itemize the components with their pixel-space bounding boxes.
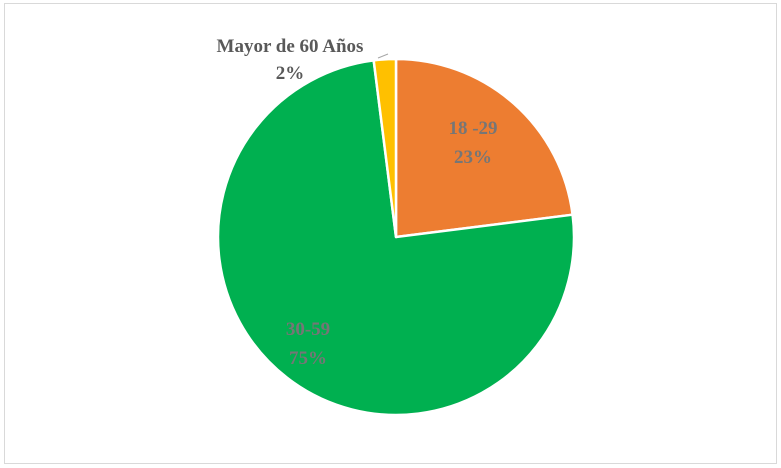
label-30-59-category: 30-59 [286,319,330,340]
slice-18-29 [394,57,574,239]
label-18-29-percent: 23% [454,147,492,168]
leader-line-mayor-60 [377,53,389,59]
slice-mayor-60 [372,57,398,239]
label-30-59-percent: 75% [289,348,327,369]
label-18-29-category: 18 -29 [448,118,497,139]
label-mayor-60-category: Mayor de 60 Años [217,36,364,57]
label-mayor-60-percent: 2% [276,63,305,84]
pie-slices [216,57,576,417]
